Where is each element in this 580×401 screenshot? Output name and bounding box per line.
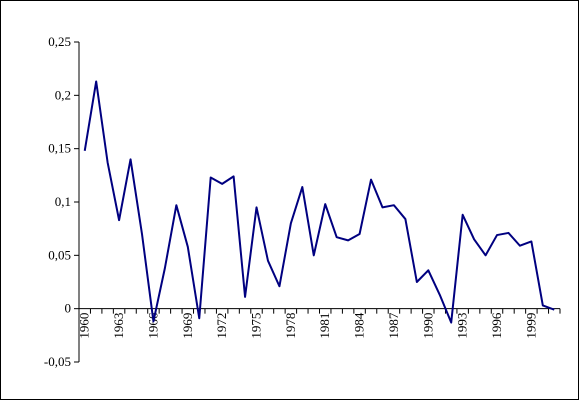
x-tick-label: 1966 [145, 312, 160, 339]
x-tick-label: 1999 [523, 313, 538, 339]
x-tick-label: 1975 [249, 313, 264, 339]
y-tick-label: 0 [65, 301, 72, 316]
x-tick-label: 1981 [317, 313, 332, 339]
x-tick-label: 1987 [386, 312, 401, 339]
y-tick-label: -0,05 [44, 354, 71, 369]
y-tick-label: 0,15 [48, 141, 71, 156]
y-tick-label: 0,1 [55, 194, 71, 209]
x-tick-label: 1963 [111, 313, 126, 339]
data-line [83, 80, 555, 324]
y-tick-label: 0,25 [48, 34, 71, 49]
x-tick-label: 1996 [489, 312, 504, 339]
x-tick-label: 1969 [180, 313, 195, 339]
x-tick-label: 1972 [214, 313, 229, 339]
x-tick-label: 1978 [283, 313, 298, 339]
y-tick-label: 0,2 [55, 87, 71, 102]
x-tick-label: 1990 [420, 313, 435, 339]
y-tick-label: 0,05 [48, 247, 71, 262]
x-tick-label: 1984 [352, 312, 367, 339]
x-tick-label: 1960 [77, 313, 92, 339]
x-tick-label: 1993 [455, 313, 470, 339]
